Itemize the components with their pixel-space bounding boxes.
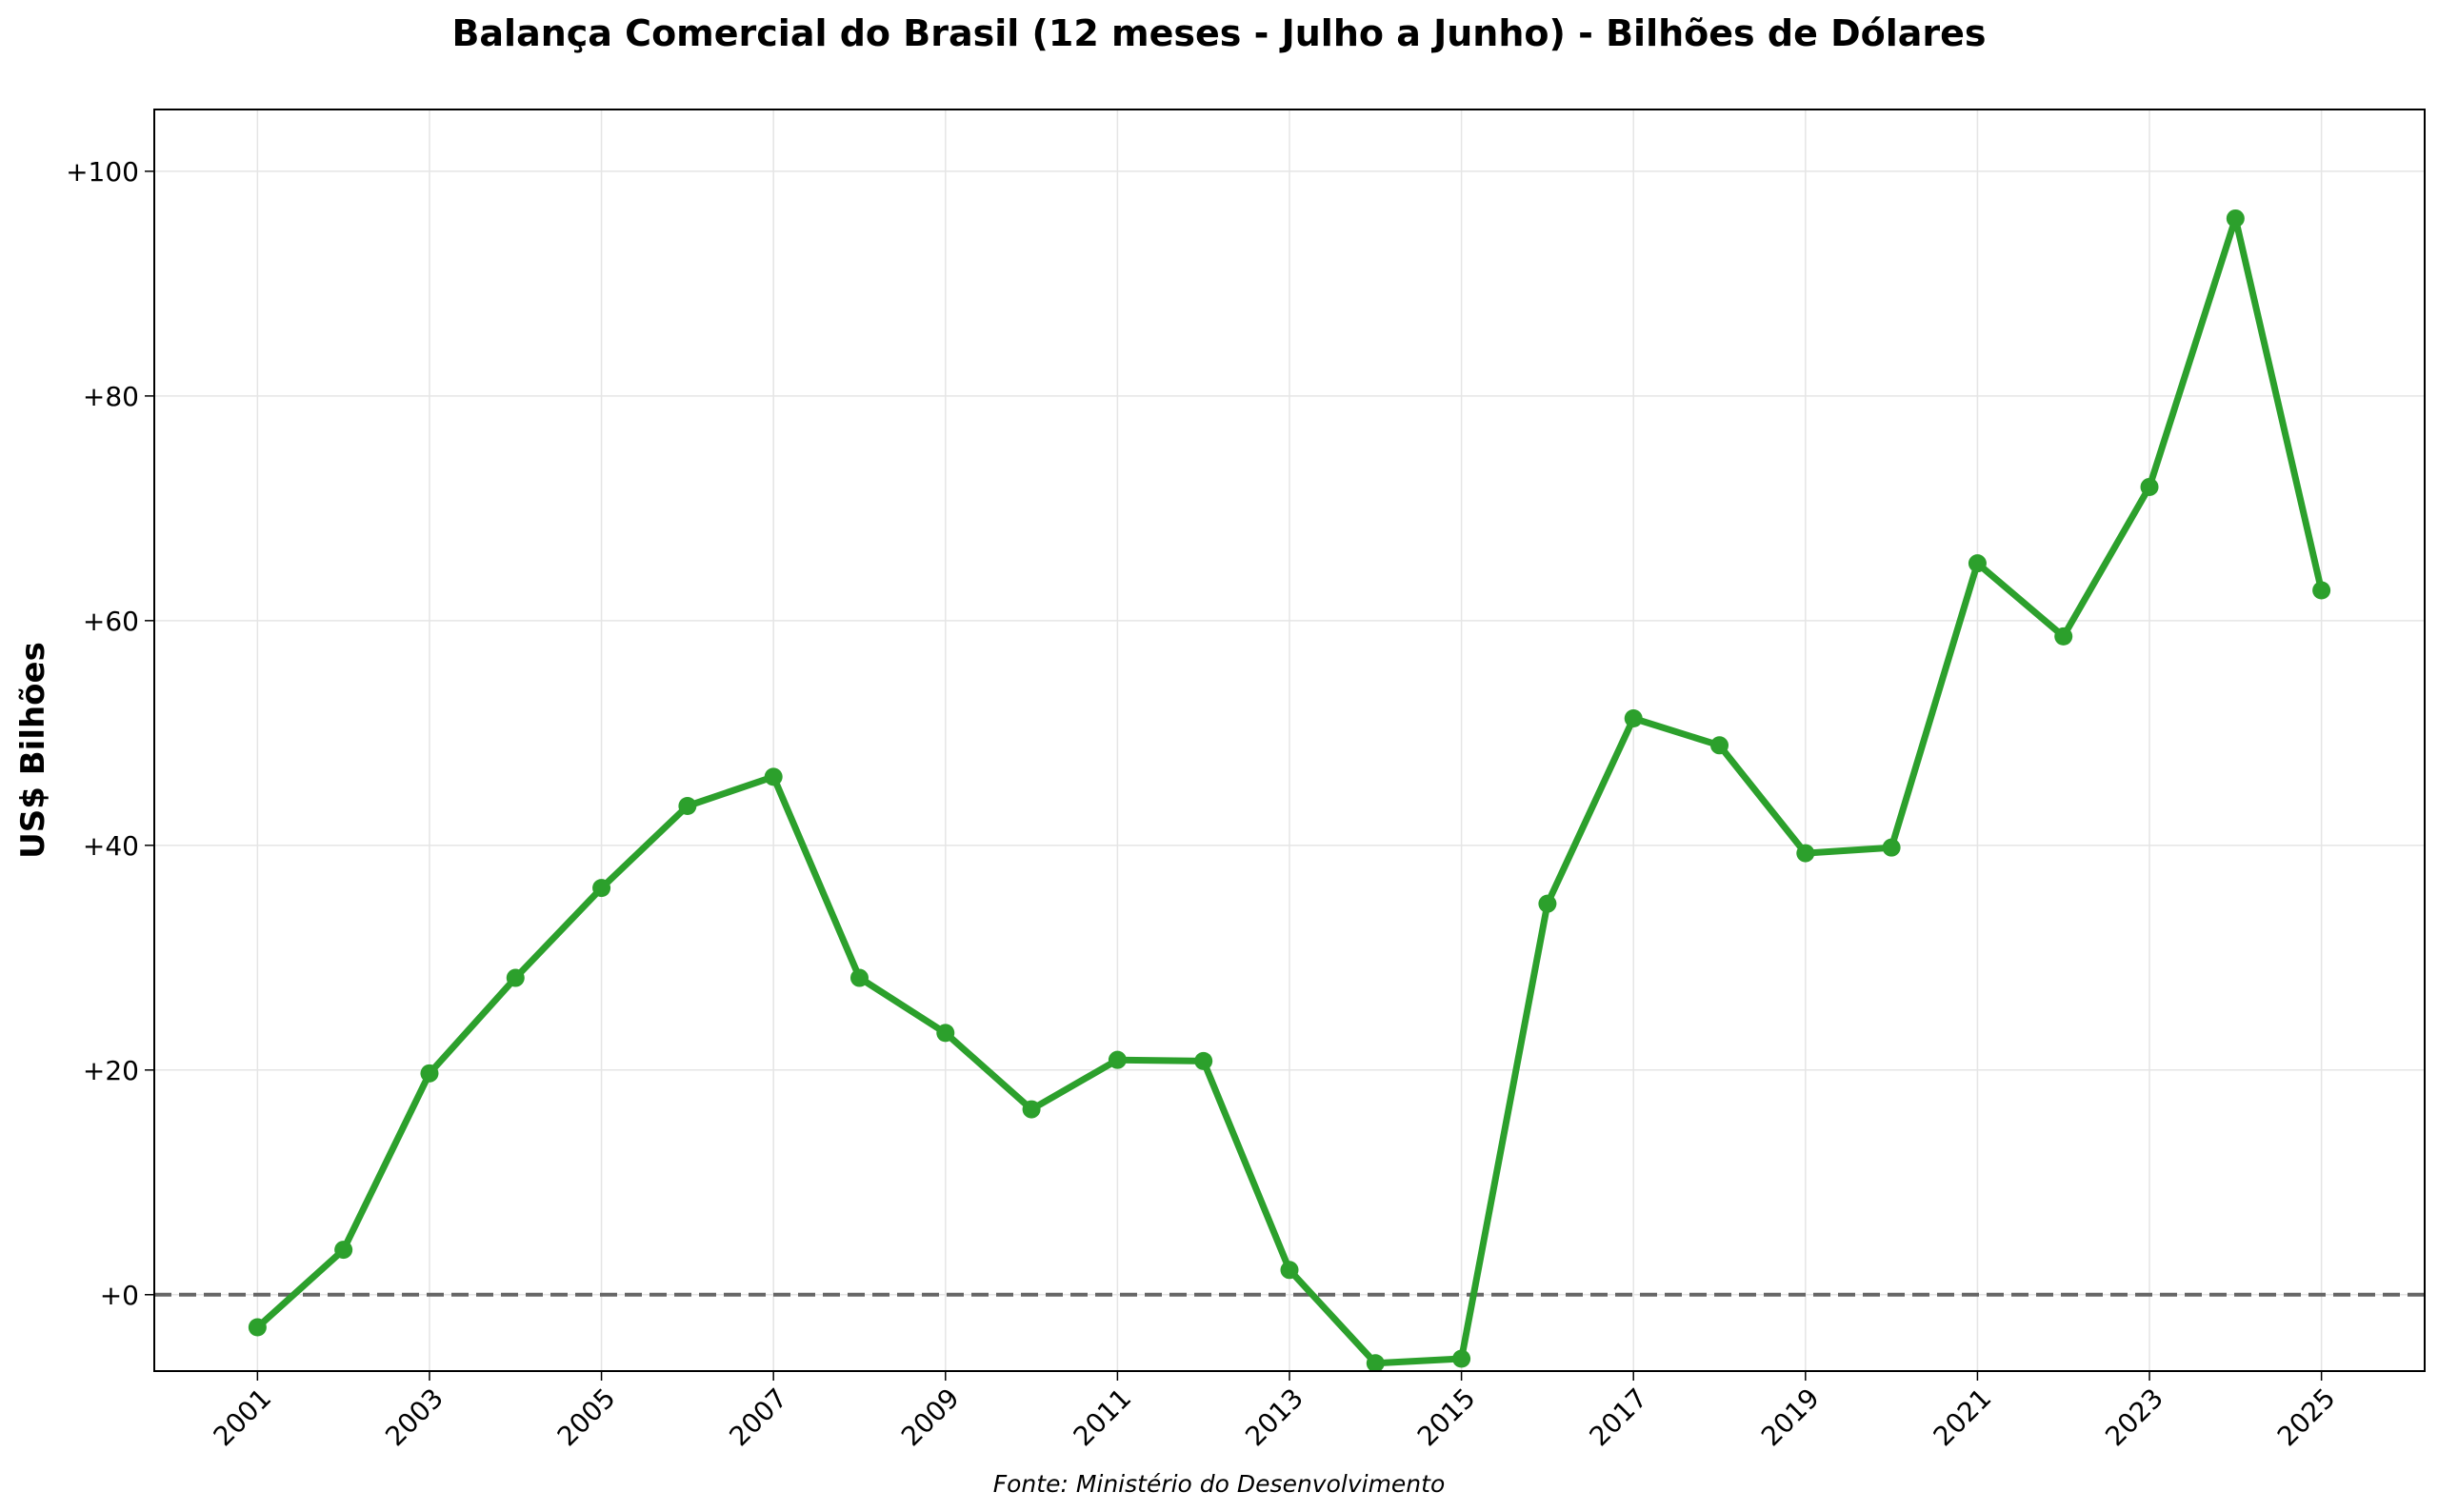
data-point bbox=[1882, 838, 1901, 857]
data-point bbox=[248, 1318, 267, 1337]
chart-title: Balança Comercial do Brasil (12 meses - … bbox=[451, 12, 1986, 54]
data-point bbox=[1796, 844, 1815, 863]
x-tick-label: 2015 bbox=[1411, 1383, 1482, 1453]
data-point bbox=[849, 968, 869, 987]
x-tick-label: 2005 bbox=[551, 1383, 622, 1453]
data-point bbox=[1710, 736, 1729, 755]
data-point bbox=[1538, 894, 1557, 913]
source-note: Fonte: Ministério do Desenvolvimento bbox=[993, 1470, 1446, 1498]
x-tick-label: 2003 bbox=[379, 1383, 450, 1453]
data-point bbox=[1624, 708, 1643, 727]
x-tick-label: 2021 bbox=[1928, 1383, 1998, 1453]
data-point bbox=[936, 1024, 955, 1043]
y-tick-label: +100 bbox=[66, 156, 139, 188]
data-point bbox=[592, 879, 611, 898]
x-tick-label: 2017 bbox=[1583, 1383, 1653, 1453]
y-tick-label: +20 bbox=[83, 1055, 139, 1086]
series-clip-group bbox=[248, 209, 2331, 1371]
data-point bbox=[1280, 1261, 1299, 1280]
x-axis-ticks: 2001 2003 2005 2007 2009 2011 2013 2015 2017 2019… bbox=[208, 1371, 2342, 1452]
data-point bbox=[1452, 1349, 1471, 1368]
y-tick-label: +0 bbox=[100, 1280, 139, 1311]
x-tick-label: 2023 bbox=[2099, 1383, 2169, 1453]
series-group bbox=[248, 209, 2331, 1371]
y-axis-label: US$ Bilhões bbox=[14, 642, 52, 859]
data-point bbox=[1968, 554, 1987, 573]
data-point bbox=[2226, 209, 2245, 228]
x-tick-label: 2013 bbox=[1239, 1383, 1309, 1453]
data-point bbox=[2140, 477, 2159, 496]
y-tick-label: +40 bbox=[83, 830, 139, 862]
y-axis-ticks: +0 +20 +40 +60 +80 +100 bbox=[66, 156, 154, 1311]
y-tick-label: +60 bbox=[83, 606, 139, 637]
data-point bbox=[2054, 627, 2073, 646]
data-point bbox=[1022, 1100, 1041, 1119]
data-point bbox=[1108, 1050, 1127, 1069]
gridlines bbox=[154, 109, 2425, 1371]
data-point bbox=[334, 1241, 353, 1260]
data-point bbox=[506, 968, 525, 987]
data-point bbox=[1194, 1051, 1213, 1070]
data-point bbox=[678, 797, 697, 816]
x-tick-label: 2009 bbox=[895, 1383, 966, 1453]
x-tick-label: 2025 bbox=[2271, 1383, 2342, 1453]
x-tick-label: 2001 bbox=[208, 1383, 278, 1453]
data-point bbox=[2312, 581, 2331, 600]
x-tick-label: 2007 bbox=[723, 1383, 793, 1453]
data-point bbox=[764, 767, 783, 786]
x-tick-label: 2019 bbox=[1755, 1383, 1826, 1453]
x-tick-label: 2011 bbox=[1068, 1383, 1138, 1453]
data-point bbox=[420, 1064, 439, 1083]
y-tick-label: +80 bbox=[83, 381, 139, 412]
data-point bbox=[1366, 1354, 1385, 1371]
